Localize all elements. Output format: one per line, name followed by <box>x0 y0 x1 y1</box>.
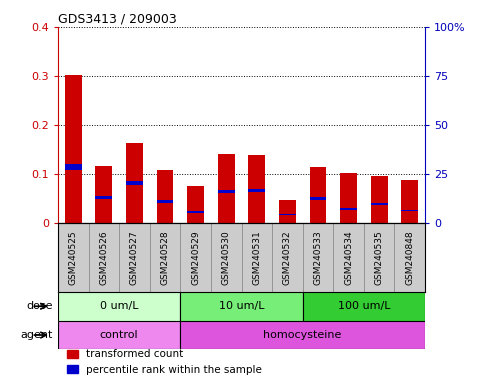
Text: GSM240526: GSM240526 <box>99 230 108 285</box>
Text: 0 um/L: 0 um/L <box>100 301 139 311</box>
Bar <box>211 223 242 292</box>
Bar <box>156 170 173 223</box>
Bar <box>371 176 387 223</box>
Bar <box>150 223 180 292</box>
Bar <box>248 189 265 192</box>
Bar <box>187 211 204 213</box>
Bar <box>218 154 235 223</box>
Text: GSM240529: GSM240529 <box>191 230 200 285</box>
Text: GDS3413 / 209003: GDS3413 / 209003 <box>58 13 177 26</box>
Bar <box>65 75 82 223</box>
Bar <box>58 223 88 292</box>
Bar <box>248 155 265 223</box>
Bar <box>96 196 112 199</box>
Text: GSM240525: GSM240525 <box>69 230 78 285</box>
Bar <box>272 223 303 292</box>
Text: GSM240534: GSM240534 <box>344 230 353 285</box>
Text: GSM240532: GSM240532 <box>283 230 292 285</box>
Text: GSM240528: GSM240528 <box>160 230 170 285</box>
Text: GSM240531: GSM240531 <box>252 230 261 285</box>
Bar <box>126 143 143 223</box>
Bar <box>180 223 211 292</box>
Bar <box>180 321 425 349</box>
Bar <box>180 292 303 321</box>
Bar <box>88 223 119 292</box>
Text: 10 um/L: 10 um/L <box>219 301 264 311</box>
Text: GSM240530: GSM240530 <box>222 230 231 285</box>
Bar <box>218 190 235 194</box>
Bar <box>119 223 150 292</box>
Bar <box>401 210 418 212</box>
Bar <box>371 203 387 205</box>
Bar <box>96 166 112 223</box>
Bar <box>279 214 296 215</box>
Text: GSM240535: GSM240535 <box>375 230 384 285</box>
Bar <box>156 200 173 203</box>
Text: GSM240848: GSM240848 <box>405 230 414 285</box>
Bar <box>395 223 425 292</box>
Bar <box>65 164 82 170</box>
Text: dose: dose <box>27 301 53 311</box>
Bar <box>303 292 425 321</box>
Bar <box>364 223 395 292</box>
Bar <box>126 180 143 185</box>
Legend: transformed count, percentile rank within the sample: transformed count, percentile rank withi… <box>63 345 266 379</box>
Bar <box>310 167 327 223</box>
Bar <box>401 180 418 223</box>
Text: control: control <box>100 330 139 340</box>
Bar <box>279 200 296 223</box>
Bar <box>242 223 272 292</box>
Bar <box>303 223 333 292</box>
Text: homocysteine: homocysteine <box>264 330 342 340</box>
Bar <box>333 223 364 292</box>
Bar <box>58 321 180 349</box>
Bar <box>187 185 204 223</box>
Text: GSM240533: GSM240533 <box>313 230 323 285</box>
Text: 100 um/L: 100 um/L <box>338 301 390 311</box>
Text: agent: agent <box>21 330 53 340</box>
Bar <box>310 197 327 200</box>
Bar <box>340 173 357 223</box>
Bar <box>58 292 180 321</box>
Text: GSM240527: GSM240527 <box>130 230 139 285</box>
Bar <box>340 207 357 210</box>
